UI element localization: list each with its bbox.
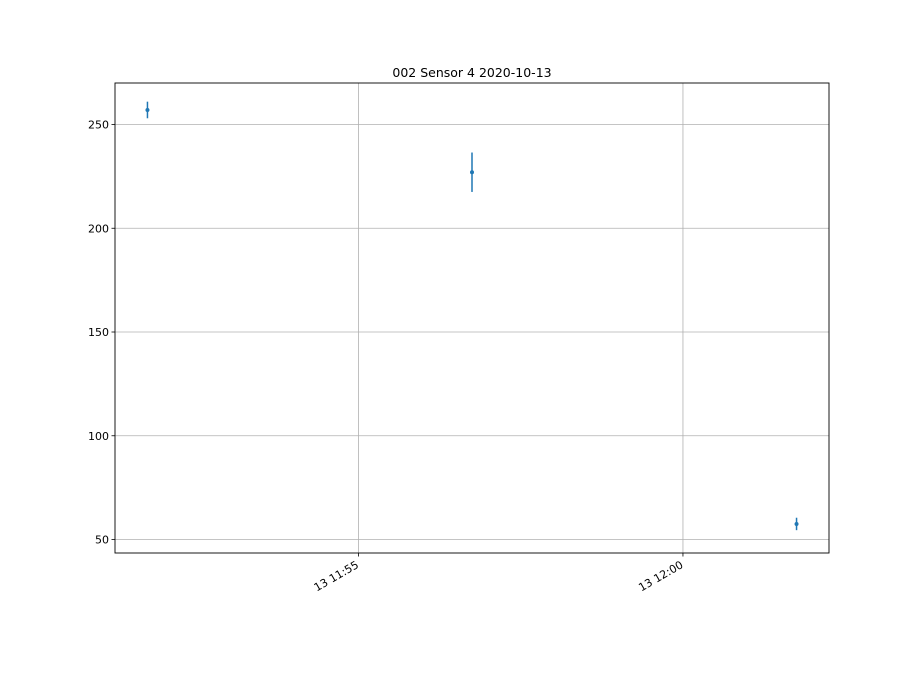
chart-title: 002 Sensor 4 2020-10-13 [392,65,551,80]
data-point [145,107,150,112]
y-tick-label: 200 [88,222,109,235]
y-tick-label: 250 [88,119,109,132]
data-point [470,170,474,175]
plot-area-frame [114,82,830,554]
series [145,101,799,531]
y-tick-label: 50 [95,534,109,547]
y-tick-label: 100 [88,430,109,443]
grid [115,83,829,553]
data-point [794,521,799,526]
y-tick-label: 150 [88,326,109,339]
